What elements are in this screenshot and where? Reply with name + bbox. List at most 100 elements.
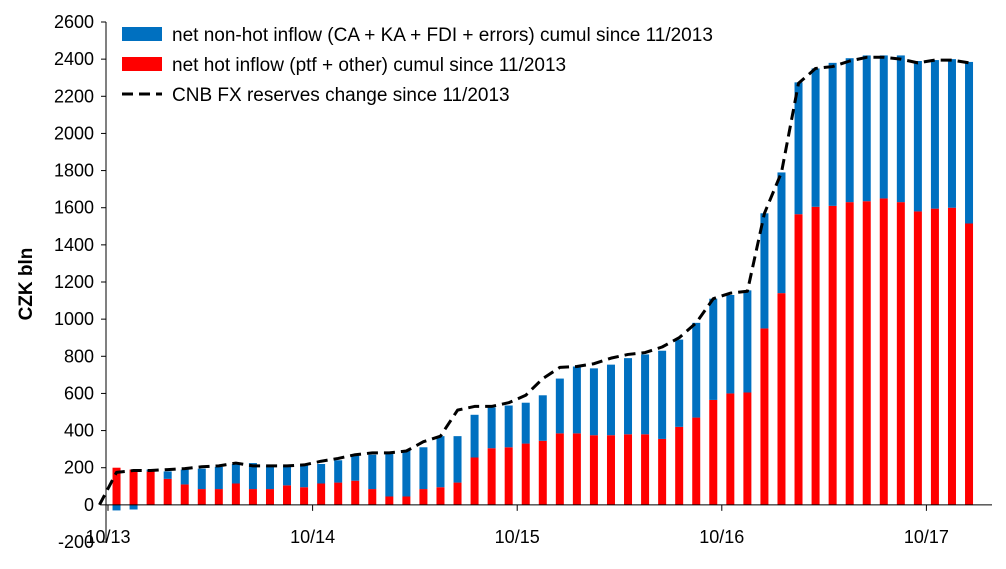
axes-layer: -200 0 200 400 600 800 1000 1200 1400 1600 1800 200…	[54, 12, 992, 552]
bar-nonhot-11/16	[726, 295, 735, 394]
bar-nonhot-05/16	[624, 358, 633, 435]
bar-nonhot-09/17	[896, 55, 905, 203]
bar-hot-07/16	[658, 438, 667, 505]
bar-nonhot-11/17	[930, 60, 939, 209]
bar-hot-02/14	[163, 478, 172, 505]
bar-nonhot-04/16	[606, 364, 615, 436]
bar-hot-10/14	[300, 487, 309, 505]
bar-hot-09/15	[487, 448, 496, 505]
bar-nonhot-11/15	[521, 402, 530, 444]
y-tick-label: 800	[64, 346, 94, 366]
legend: net non-hot inflow (CA + KA + FDI + erro…	[122, 25, 713, 106]
bar-hot-02/16	[572, 433, 581, 505]
bar-nonhot-11/13	[112, 504, 121, 511]
bar-nonhot-04/14	[197, 468, 206, 490]
bar-nonhot-03/17	[794, 82, 803, 215]
bar-hot-09/17	[896, 202, 905, 505]
bar-nonhot-04/15	[402, 450, 411, 497]
bar-hot-08/17	[879, 198, 888, 505]
legend-swatch-hot	[122, 57, 162, 71]
bar-hot-11/14	[317, 483, 326, 505]
bar-nonhot-12/13	[129, 504, 138, 510]
y-tick-label: 1800	[54, 161, 94, 181]
bar-hot-01/18	[965, 223, 974, 505]
bar-hot-04/17	[811, 206, 820, 505]
bar-hot-05/15	[419, 489, 428, 505]
bar-nonhot-02/16	[572, 366, 581, 434]
bar-nonhot-08/15	[470, 414, 479, 458]
bar-nonhot-02/14	[163, 471, 172, 479]
bar-hot-02/15	[368, 489, 377, 505]
bar-hot-12/17	[947, 207, 956, 505]
x-tick-label: 10/16	[699, 527, 744, 547]
bar-nonhot-06/15	[436, 436, 445, 488]
bar-nonhot-09/15	[487, 407, 496, 449]
bar-nonhot-08/17	[879, 55, 888, 199]
y-tick-label: 1000	[54, 309, 94, 329]
bar-nonhot-01/18	[965, 61, 974, 224]
bar-nonhot-02/17	[777, 172, 786, 294]
bar-nonhot-07/16	[658, 350, 667, 439]
bar-hot-08/14	[265, 489, 274, 505]
bar-hot-12/16	[743, 392, 752, 505]
y-tick-label: 2600	[54, 12, 94, 32]
bar-nonhot-12/14	[334, 460, 343, 483]
bar-hot-08/16	[675, 426, 684, 505]
bar-nonhot-07/15	[453, 436, 462, 483]
bar-nonhot-12/17	[947, 59, 956, 208]
bar-hot-05/17	[828, 205, 837, 505]
bar-hot-04/16	[606, 435, 615, 505]
bar-nonhot-06/17	[845, 58, 854, 203]
bar-hot-10/17	[913, 211, 922, 505]
bar-hot-09/14	[283, 485, 292, 505]
bar-nonhot-08/16	[675, 339, 684, 427]
bar-nonhot-10/14	[300, 464, 309, 488]
y-tick-label: 1400	[54, 235, 94, 255]
bar-hot-05/16	[624, 434, 633, 505]
bar-nonhot-08/14	[265, 465, 274, 490]
bar-hot-08/15	[470, 457, 479, 505]
bar-hot-03/14	[180, 484, 189, 505]
bar-hot-06/15	[436, 487, 445, 505]
bar-hot-02/17	[777, 293, 786, 505]
reserves-line	[98, 55, 970, 506]
y-tick-label: 2400	[54, 49, 94, 69]
bar-nonhot-02/15	[368, 454, 377, 490]
bar-nonhot-05/17	[828, 62, 837, 206]
bar-hot-12/15	[538, 440, 547, 505]
bar-hot-01/14	[146, 471, 155, 505]
bar-nonhot-01/15	[351, 455, 360, 481]
bar-hot-11/16	[726, 393, 735, 505]
bar-hot-07/15	[453, 482, 462, 505]
reserves-line-layer	[98, 55, 970, 506]
bar-nonhot-05/15	[419, 447, 428, 490]
bar-nonhot-03/16	[589, 368, 598, 436]
y-tick-label: 2000	[54, 123, 94, 143]
bar-hot-01/17	[760, 328, 769, 505]
bar-hot-06/17	[845, 202, 854, 505]
bar-nonhot-12/15	[538, 395, 547, 441]
bar-hot-03/16	[589, 435, 598, 505]
bar-nonhot-07/17	[862, 55, 871, 202]
y-tick-label: 400	[64, 421, 94, 441]
x-tick-label: 10/13	[85, 527, 130, 547]
x-tick-label: 10/14	[290, 527, 335, 547]
y-axis-label: CZK bln	[16, 248, 37, 321]
bar-hot-04/15	[402, 496, 411, 505]
y-tick-label: 1200	[54, 272, 94, 292]
bar-hot-07/17	[862, 201, 871, 505]
y-tick-label: 1600	[54, 198, 94, 218]
y-tick-label: 0	[84, 495, 94, 515]
bar-nonhot-07/14	[248, 463, 257, 490]
bar-hot-11/15	[521, 443, 530, 505]
y-tick-label: 600	[64, 383, 94, 403]
x-tick-label: 10/17	[904, 527, 949, 547]
bar-hot-06/14	[231, 483, 240, 505]
bar-hot-07/14	[248, 489, 257, 505]
y-tick-label: -200	[58, 532, 94, 552]
bar-hot-09/16	[692, 417, 701, 505]
bar-nonhot-03/15	[385, 452, 394, 497]
bar-hot-06/16	[641, 434, 650, 505]
bar-nonhot-06/16	[641, 354, 650, 435]
